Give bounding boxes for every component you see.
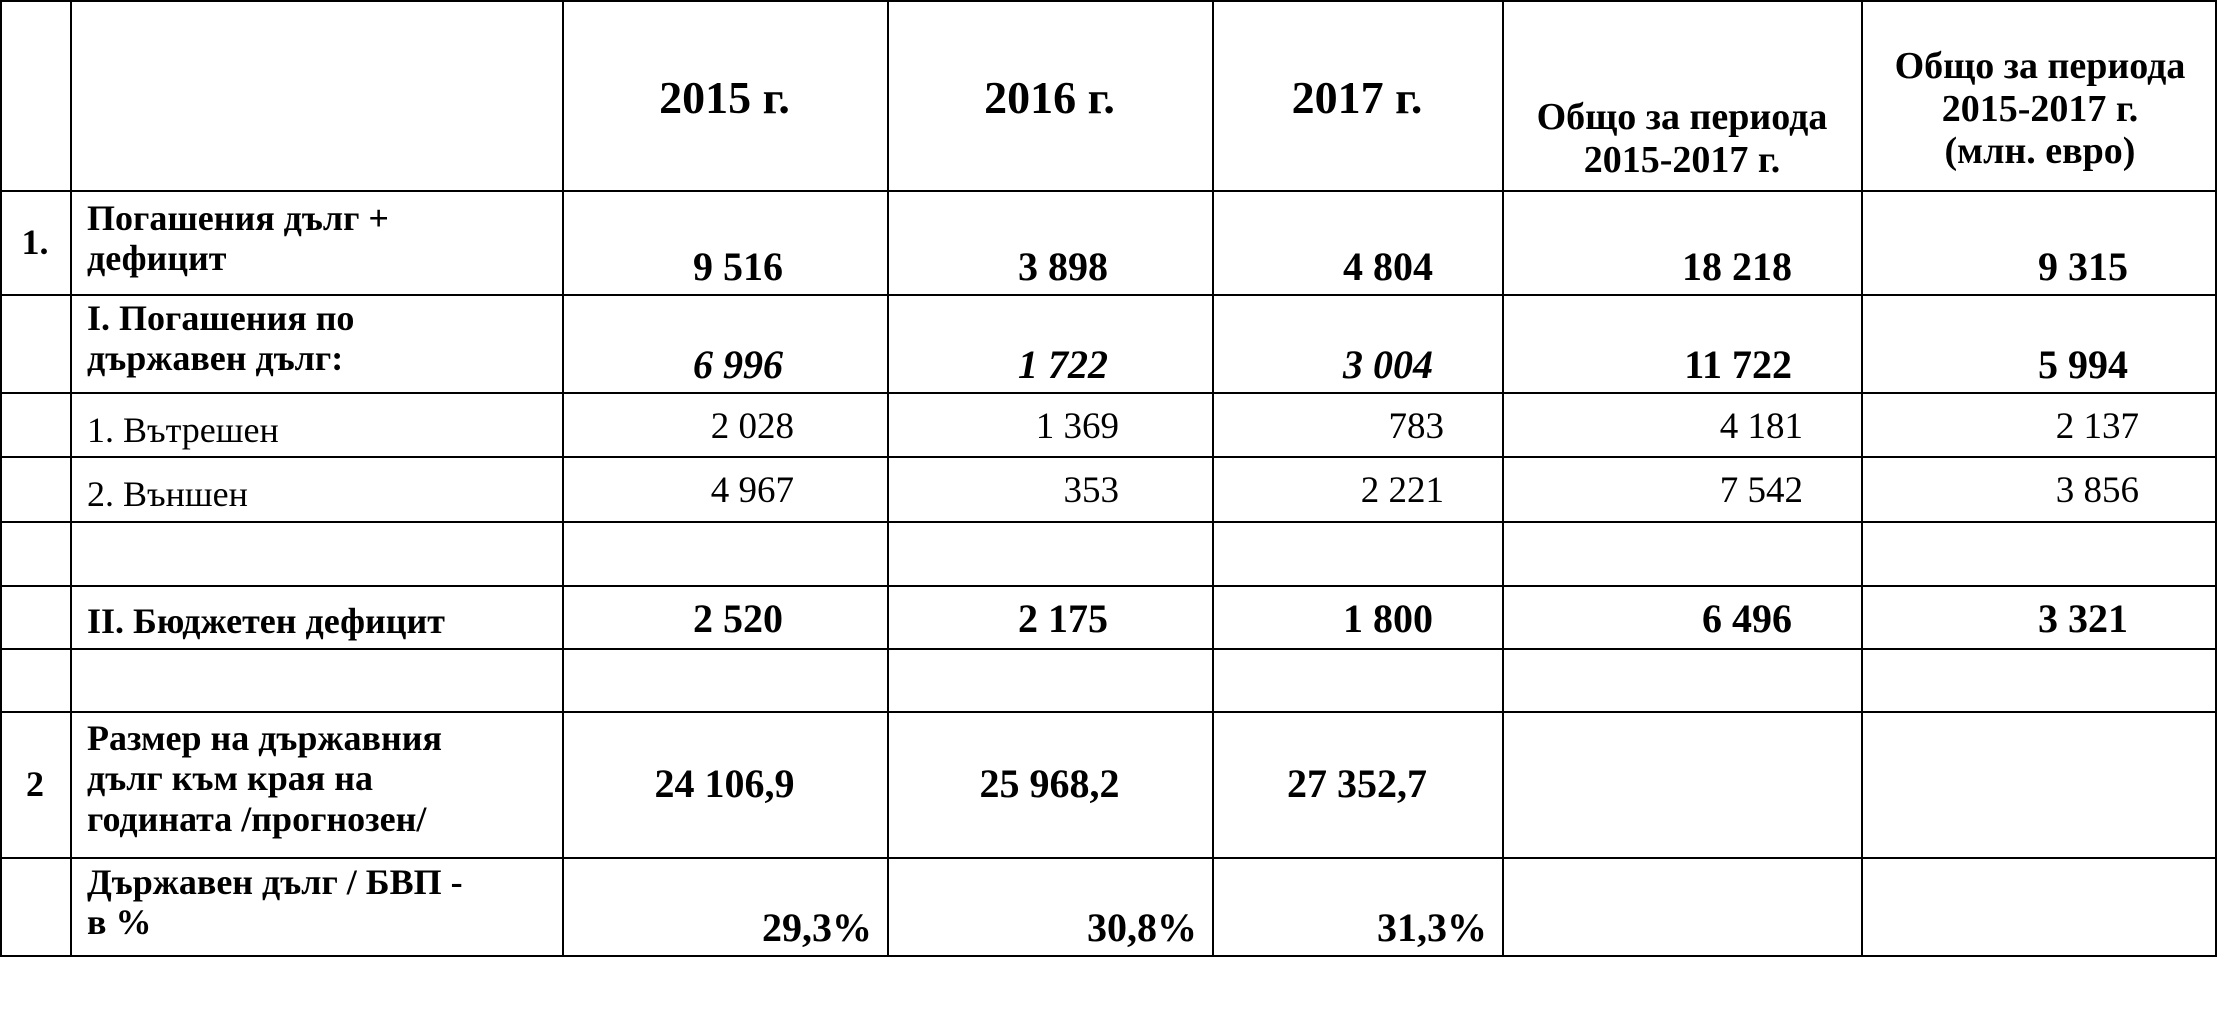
cell-value: 3 898 (1018, 244, 1108, 289)
cell-value: 5 994 (2038, 342, 2128, 387)
grid-line (0, 857, 2217, 859)
cell-value: 9 315 (2038, 244, 2128, 289)
grid-line (70, 0, 72, 957)
grid-line (0, 0, 2217, 2)
row-index: 1. (21, 222, 49, 262)
grid-line (562, 0, 564, 957)
cell-value: 7 542 (1719, 470, 1803, 511)
cell-value: 1 800 (1343, 596, 1433, 641)
cell-value: 4 967 (710, 470, 794, 511)
cell-value: 6 996 (693, 342, 783, 387)
cell-value: 2 520 (693, 596, 783, 641)
header-total-bgn: Общо за периода 2015-2017 г. (1536, 96, 1828, 181)
cell-value: 27 352,7 (1287, 761, 1427, 806)
header-year-2015: 2015 г. (659, 72, 790, 123)
grid-line (0, 190, 2217, 192)
header-total-eur: Общо за периода 2015-2017 г. (млн. евро) (1894, 45, 2186, 173)
cell-value: 25 968,2 (979, 761, 1120, 806)
cell-value: 2 221 (1360, 470, 1444, 511)
row-label: Размер на държавния дълг към края на год… (87, 718, 442, 839)
cell-value: 6 496 (1702, 596, 1792, 641)
grid-line (0, 521, 2217, 523)
cell-value: 353 (1063, 470, 1120, 511)
cell-value: 18 218 (1682, 244, 1792, 289)
grid-line (1212, 0, 1214, 957)
grid-line (1502, 0, 1504, 957)
cell-value: 29,3% (762, 905, 872, 950)
header-year-2017: 2017 г. (1291, 72, 1423, 123)
grid-line (1861, 0, 1863, 957)
cell-value: 3 004 (1343, 342, 1433, 387)
row-label: 2. Външен (87, 474, 248, 514)
cell-value: 9 516 (693, 244, 783, 289)
row-label: Погашения дълг + дефицит (87, 198, 389, 279)
cell-value: 30,8% (1087, 905, 1197, 950)
cell-value: 2 028 (710, 406, 794, 447)
row-label: 1. Вътрешен (87, 410, 279, 450)
cell-value: 4 181 (1719, 406, 1803, 447)
grid-line (0, 456, 2217, 458)
cell-value: 2 175 (1018, 596, 1108, 641)
cell-value: 2 137 (2055, 406, 2139, 447)
row-label: II. Бюджетен дефицит (87, 601, 445, 641)
grid-line (2215, 0, 2217, 957)
cell-value: 24 106,9 (654, 761, 795, 806)
row-index: 2 (26, 764, 44, 804)
grid-line (0, 955, 2217, 957)
grid-line (0, 648, 2217, 650)
cell-value: 11 722 (1684, 342, 1792, 387)
grid-line (887, 0, 889, 957)
grid-line (0, 585, 2217, 587)
cell-value: 1 369 (1035, 406, 1119, 447)
cell-value: 4 804 (1343, 244, 1433, 289)
row-label: Държавен дълг / БВП - в % (87, 862, 463, 943)
grid-line (0, 392, 2217, 394)
grid-line (0, 711, 2217, 713)
header-year-2016: 2016 г. (984, 72, 1115, 123)
cell-value: 31,3% (1377, 905, 1487, 950)
debt-table: 2015 г. 2016 г. 2017 г. Общо за периода … (0, 0, 2217, 957)
grid-line (0, 0, 2, 957)
grid-line (0, 294, 2217, 296)
cell-value: 783 (1388, 406, 1445, 447)
cell-value: 1 722 (1018, 342, 1108, 387)
row-label: I. Погашения по държавен дълг: (87, 298, 355, 379)
cell-value: 3 321 (2038, 596, 2128, 641)
cell-value: 3 856 (2055, 470, 2139, 511)
